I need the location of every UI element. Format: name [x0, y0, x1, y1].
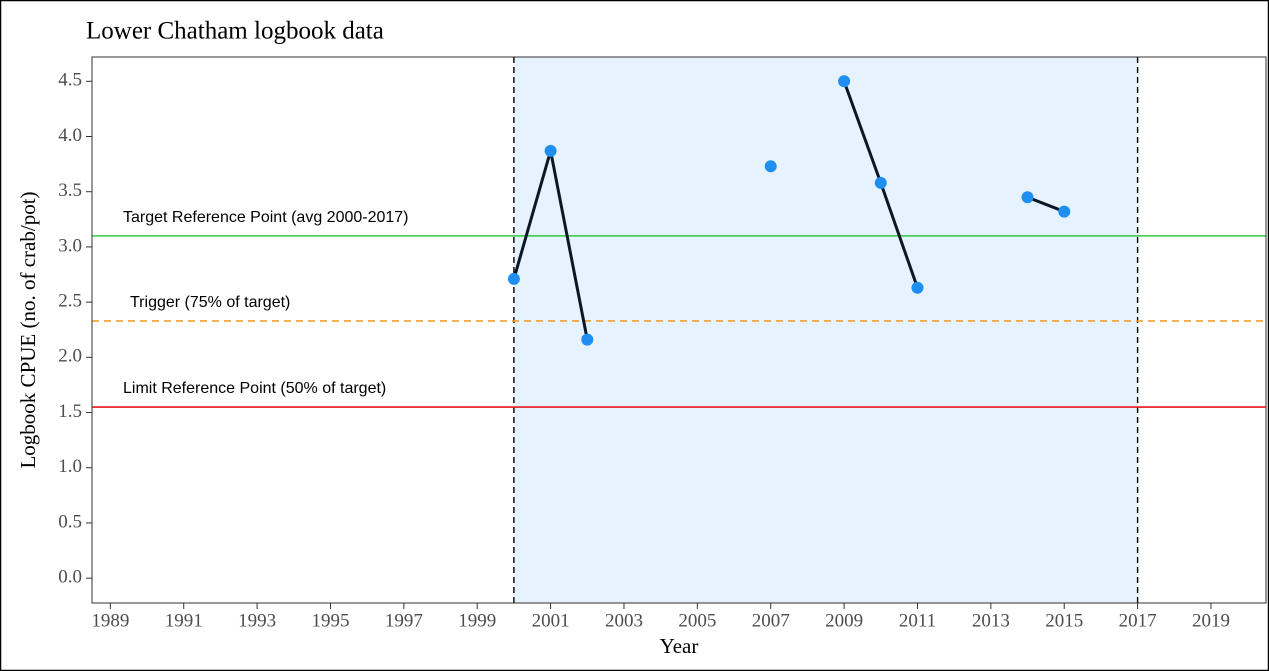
x-tick-label: 1991 [165, 610, 203, 631]
data-point [544, 144, 557, 157]
x-tick-label: 2003 [605, 610, 643, 631]
y-tick-label: 2.0 [58, 346, 82, 367]
y-tick-label: 1.5 [58, 401, 82, 422]
x-axis-label: Year [660, 634, 699, 658]
data-point [764, 160, 777, 173]
panel-border [91, 56, 1267, 604]
x-tick-label: 1989 [91, 610, 129, 631]
y-tick-label: 4.5 [58, 70, 82, 91]
data-point [581, 333, 594, 346]
data-point [874, 176, 887, 189]
x-tick-label: 1995 [311, 610, 349, 631]
x-tick-label: 2009 [825, 610, 863, 631]
x-tick-label: 1999 [458, 610, 496, 631]
x-tick-label: 2019 [1192, 610, 1230, 631]
reference-label: Limit Reference Point (50% of target) [123, 380, 386, 397]
x-tick-label: 2017 [1119, 610, 1157, 631]
reference-label: Target Reference Point (avg 2000-2017) [123, 209, 409, 226]
y-tick-label: 3.5 [58, 180, 82, 201]
x-tick-label: 2013 [972, 610, 1010, 631]
y-tick-label: 0.0 [58, 567, 82, 588]
reference-label: Trigger (75% of target) [130, 294, 290, 311]
x-tick-label: 2015 [1045, 610, 1083, 631]
x-tick-label: 2011 [899, 610, 936, 631]
x-tick-label: 2005 [678, 610, 716, 631]
chart-title: Lower Chatham logbook data [86, 18, 384, 45]
shaded-period [513, 57, 1138, 603]
data-point [911, 281, 924, 294]
data-point [1021, 191, 1034, 204]
y-tick-label: 2.5 [58, 290, 82, 311]
y-tick-label: 4.0 [58, 125, 82, 146]
y-tick-label: 1.0 [58, 456, 82, 477]
y-tick-label: 0.5 [58, 511, 82, 532]
x-tick-label: 2001 [532, 610, 570, 631]
data-point [507, 272, 520, 285]
y-axis-label: Logbook CPUE (no. of crab/pot) [16, 191, 40, 468]
x-tick-label: 1993 [238, 610, 276, 631]
x-tick-label: 1997 [385, 610, 423, 631]
y-tick-label: 3.0 [58, 235, 82, 256]
x-tick-label: 2007 [752, 610, 790, 631]
data-point [1058, 205, 1071, 218]
data-point [838, 75, 851, 88]
